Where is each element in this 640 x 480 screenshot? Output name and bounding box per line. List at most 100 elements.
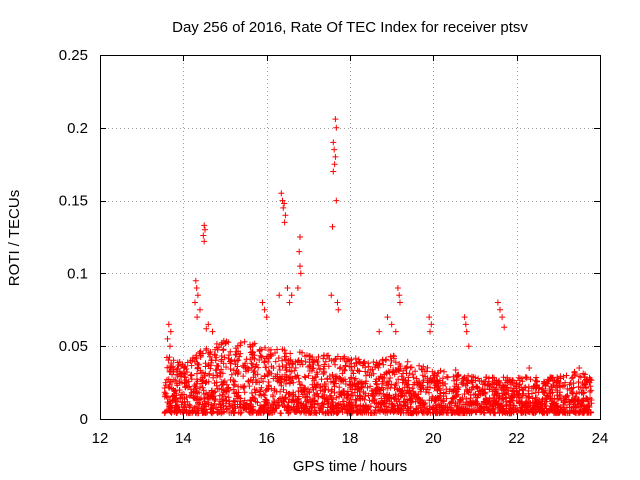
data-point xyxy=(496,395,503,402)
data-point xyxy=(534,378,541,385)
data-point xyxy=(278,190,285,197)
data-point xyxy=(317,405,324,412)
data-point xyxy=(560,382,567,389)
data-point xyxy=(420,401,427,408)
data-point xyxy=(397,363,404,370)
data-point xyxy=(288,361,295,367)
data-point xyxy=(258,384,265,391)
data-point xyxy=(260,378,267,385)
data-point xyxy=(434,402,441,409)
data-point xyxy=(192,277,199,284)
data-point xyxy=(163,393,170,400)
data-point xyxy=(441,368,447,375)
data-point xyxy=(193,376,200,383)
data-point xyxy=(211,351,218,358)
data-point xyxy=(241,397,248,404)
data-point xyxy=(407,403,414,410)
data-point xyxy=(255,409,262,416)
data-point xyxy=(532,389,539,396)
data-point xyxy=(366,372,373,378)
data-point xyxy=(167,343,173,350)
data-point xyxy=(197,384,204,390)
data-point xyxy=(370,359,377,366)
data-point xyxy=(356,407,363,414)
data-point xyxy=(247,376,254,383)
data-point xyxy=(359,395,366,402)
x-tick-label: 20 xyxy=(425,430,442,447)
data-point xyxy=(533,374,540,381)
data-point xyxy=(296,248,303,255)
data-point xyxy=(424,364,431,371)
data-point xyxy=(570,404,577,411)
data-point xyxy=(212,367,219,374)
data-point xyxy=(413,405,420,412)
data-point xyxy=(237,404,243,411)
data-point xyxy=(446,388,453,395)
data-point xyxy=(247,356,254,363)
data-point xyxy=(190,394,197,401)
data-point xyxy=(272,404,279,411)
data-point xyxy=(375,385,382,392)
y-tick-label: 0.25 xyxy=(59,47,88,64)
data-point xyxy=(269,392,276,398)
data-point xyxy=(499,314,506,321)
data-point xyxy=(396,385,403,392)
data-point xyxy=(172,387,179,394)
data-point xyxy=(261,372,268,379)
data-point xyxy=(461,314,468,321)
data-point xyxy=(315,393,322,400)
data-point xyxy=(261,359,268,366)
data-point xyxy=(308,404,315,411)
data-point xyxy=(397,408,404,414)
data-point xyxy=(203,347,210,354)
data-point xyxy=(370,391,377,398)
data-point xyxy=(228,356,235,363)
data-point xyxy=(268,363,275,370)
data-point xyxy=(247,402,254,409)
data-point xyxy=(470,400,477,407)
data-point xyxy=(530,383,537,390)
data-point xyxy=(288,398,295,405)
data-point xyxy=(294,407,301,414)
data-point xyxy=(563,372,570,379)
data-point xyxy=(449,395,456,402)
y-axis-title: ROTI / TECUs xyxy=(6,190,23,286)
data-point xyxy=(440,398,447,405)
data-point xyxy=(173,380,180,387)
data-point xyxy=(313,369,320,376)
data-point xyxy=(225,355,232,362)
data-point xyxy=(302,374,309,381)
data-point xyxy=(505,405,512,412)
data-point xyxy=(483,374,490,381)
data-point xyxy=(479,390,486,397)
data-point xyxy=(432,409,439,416)
data-point xyxy=(189,407,196,414)
data-point xyxy=(482,398,489,405)
data-point xyxy=(576,365,583,371)
data-point xyxy=(213,354,220,361)
data-point xyxy=(352,383,359,390)
data-point xyxy=(256,348,263,355)
data-point xyxy=(490,374,497,381)
data-point xyxy=(162,408,169,415)
data-point xyxy=(347,357,353,364)
data-point xyxy=(282,350,289,357)
data-point xyxy=(320,371,327,377)
data-point xyxy=(529,390,535,397)
data-point xyxy=(549,375,556,381)
data-point xyxy=(365,409,372,416)
data-point xyxy=(453,377,460,384)
data-point xyxy=(406,384,412,391)
data-point xyxy=(461,391,468,397)
data-point xyxy=(426,389,432,396)
data-point xyxy=(262,364,269,371)
data-point xyxy=(281,353,288,360)
data-point xyxy=(315,353,322,360)
data-point xyxy=(227,360,234,367)
data-point xyxy=(387,353,394,360)
data-point xyxy=(307,363,314,370)
data-point xyxy=(409,394,415,401)
data-point xyxy=(203,390,209,397)
data-point xyxy=(413,375,420,382)
data-point xyxy=(554,374,561,381)
